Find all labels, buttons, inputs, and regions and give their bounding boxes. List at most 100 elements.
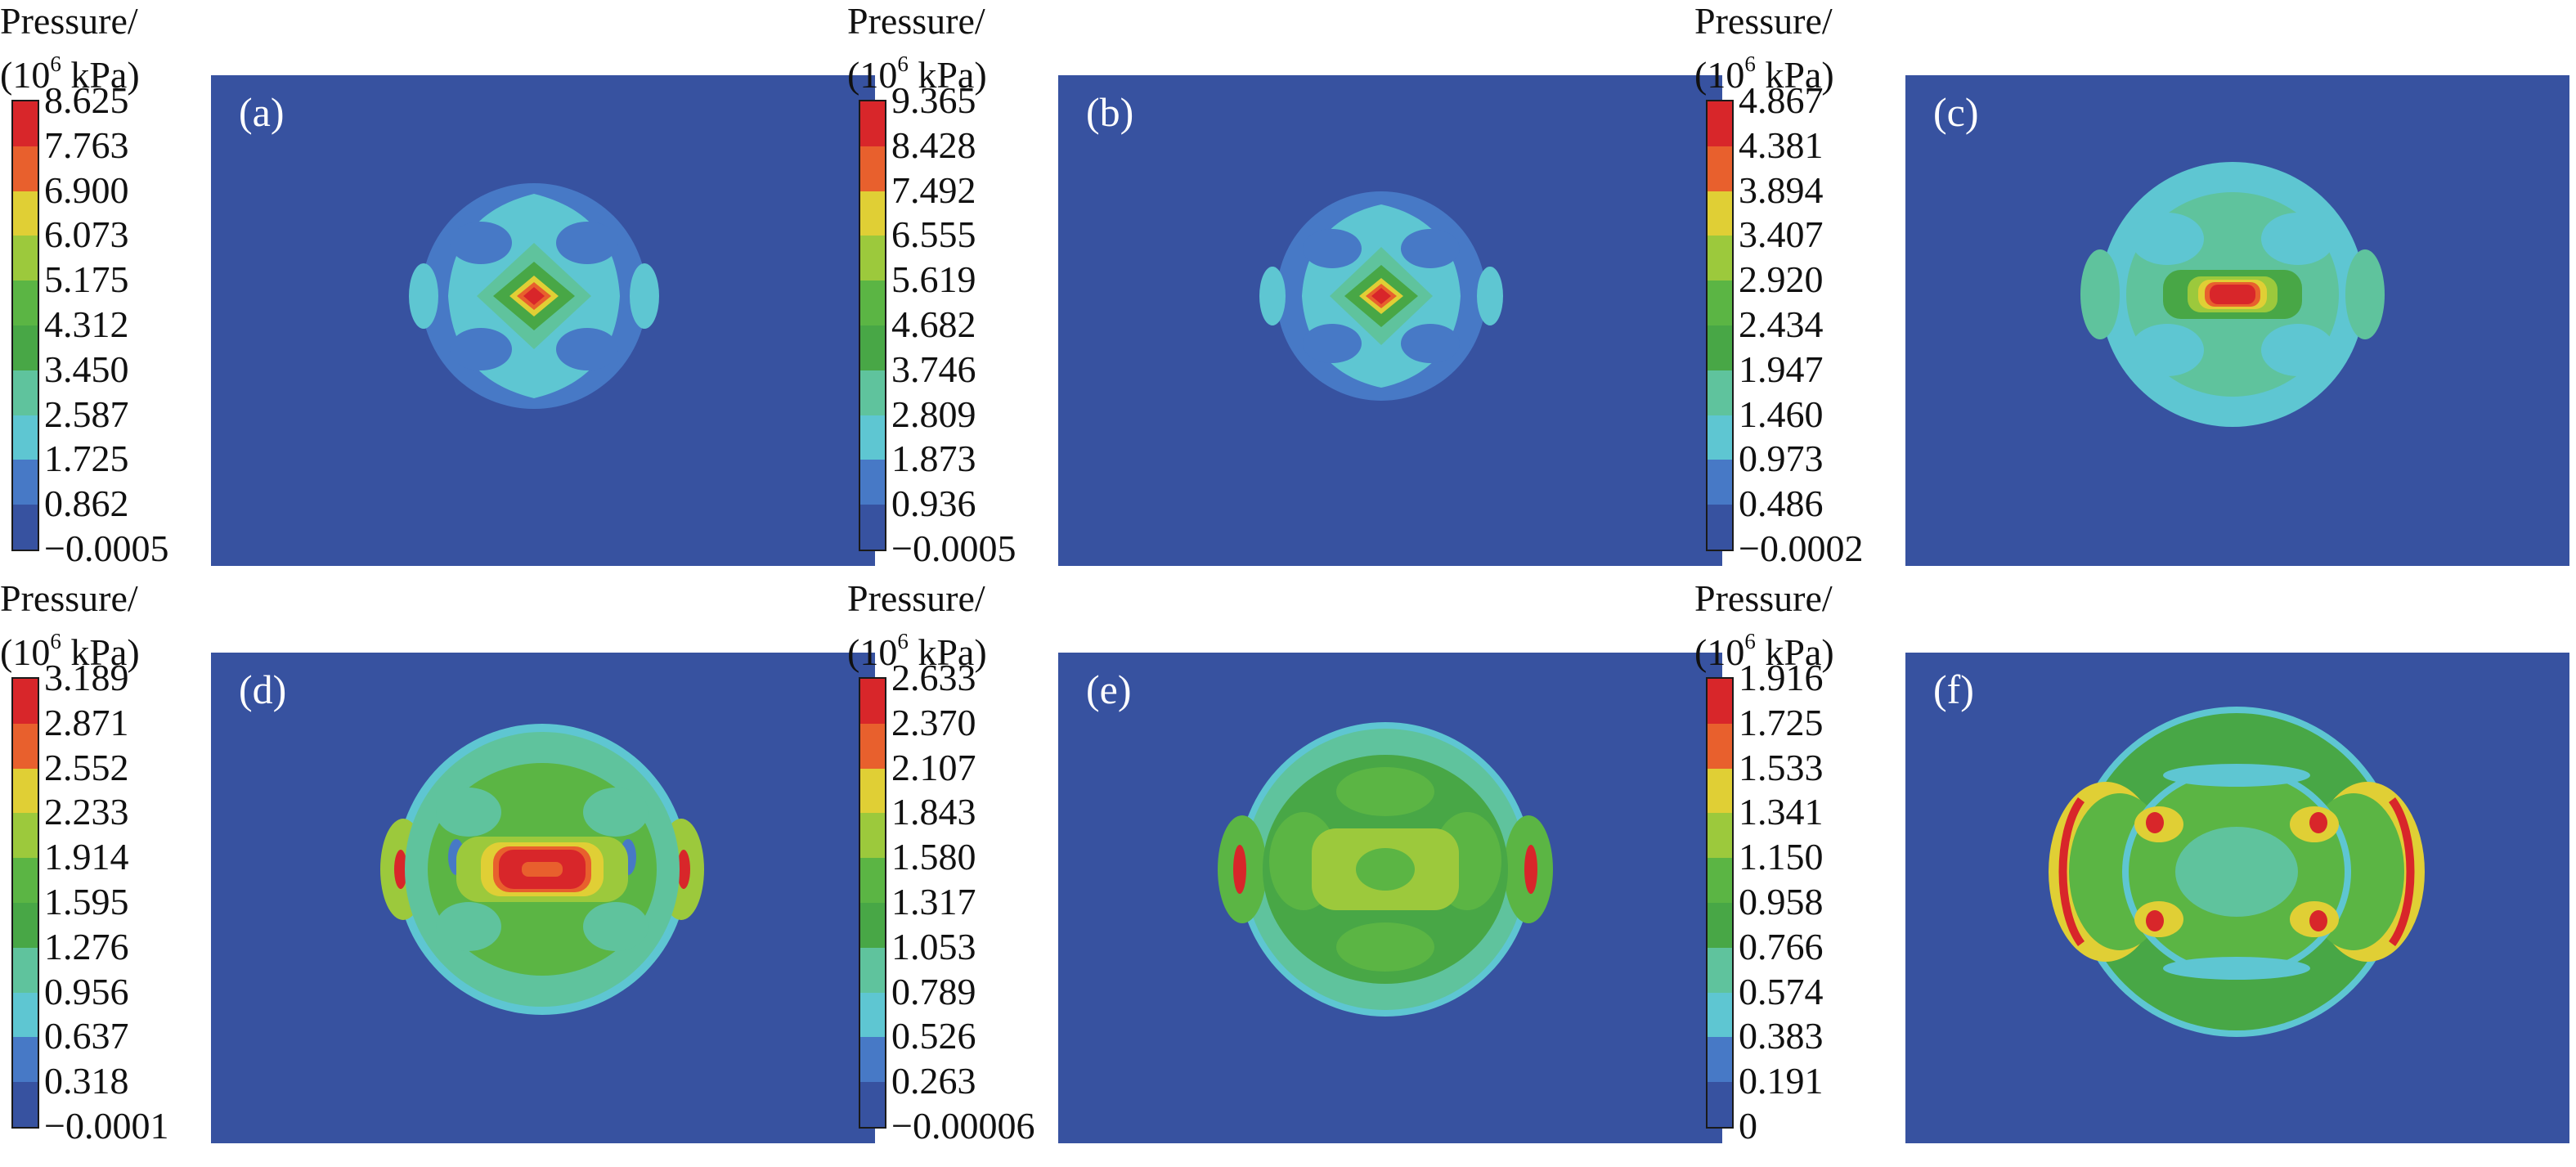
- colorbar-tick-label: 2.633: [891, 657, 976, 698]
- colorbar-tick-label: 0: [1739, 1105, 1757, 1147]
- colorbar-tick-label: 2.587: [44, 393, 129, 435]
- colorbar-segment: [1708, 281, 1732, 326]
- legend-title-base: (10: [0, 54, 51, 96]
- legend-title-line1: Pressure/: [847, 0, 985, 42]
- colorbar-tick-label: 2.434: [1739, 303, 1824, 345]
- colorbar-segment: [1708, 813, 1732, 859]
- colorbar-tick-label: 5.175: [44, 258, 129, 301]
- colorbar-tick-label: 1.533: [1739, 746, 1824, 788]
- colorbar-tick-label: 6.555: [891, 213, 976, 256]
- colorbar-tick-label: 1.843: [891, 791, 976, 833]
- colorbar-tick-label: 1.947: [1739, 348, 1824, 390]
- colorbar-segment: [860, 505, 885, 550]
- legend-title-line1: Pressure/: [0, 0, 138, 42]
- panel-label: (f): [1933, 667, 1974, 712]
- colorbar-segment: [13, 325, 38, 371]
- colorbar-segment: [860, 768, 885, 814]
- colorbar-segment: [860, 679, 885, 725]
- colorbar-segment: [13, 813, 38, 859]
- colorbar-tick-label: 3.746: [891, 348, 976, 390]
- colorbar: [11, 677, 39, 1129]
- colorbar-segment: [13, 903, 38, 949]
- legend-title-exponent: 6: [1744, 52, 1756, 76]
- contour-plot: (d): [211, 653, 875, 1143]
- colorbar-segment: [860, 947, 885, 994]
- colorbar-segment: [860, 813, 885, 859]
- colorbar-segment: [860, 101, 885, 147]
- colorbar-segment: [1708, 858, 1732, 904]
- colorbar-segment: [13, 679, 38, 725]
- colorbar-segment: [13, 101, 38, 147]
- legend-title-line1: Pressure/: [1694, 577, 1833, 619]
- colorbar-tick-label: 2.920: [1739, 258, 1824, 301]
- colorbar-segment: [1708, 415, 1732, 460]
- legend-title-unit: kPa): [61, 631, 140, 673]
- colorbar-tick-label: −0.0002: [1739, 527, 1864, 569]
- colorbar-tick-label: 2.107: [891, 746, 976, 788]
- colorbar-segment: [13, 281, 38, 326]
- colorbar-segment: [860, 191, 885, 236]
- colorbar-tick-label: 7.763: [44, 123, 129, 166]
- colorbar-tick-label: 0.958: [1739, 881, 1824, 922]
- colorbar: [1706, 100, 1734, 551]
- colorbar-segment: [13, 370, 38, 416]
- colorbar-tick-label: 2.552: [44, 746, 129, 788]
- colorbar-tick-label: 1.460: [1739, 393, 1824, 435]
- colorbar-segment: [860, 992, 885, 1038]
- panel-label: (b): [1086, 89, 1134, 135]
- legend-title: Pressure/ (106 kPa): [0, 577, 140, 674]
- contour-plot: (c): [1905, 75, 2569, 566]
- colorbar-segment: [1708, 191, 1732, 236]
- legend-title-base: (10: [847, 54, 898, 96]
- colorbar-tick-label: 7.492: [891, 168, 976, 211]
- colorbar-tick-label: 1.276: [44, 925, 129, 967]
- legend-title: Pressure/ (106 kPa): [1694, 577, 1834, 674]
- colorbar-segment: [860, 370, 885, 416]
- colorbar-tick-label: 0.637: [44, 1015, 129, 1057]
- colorbar-tick-label: 9.365: [891, 79, 976, 121]
- colorbar: [11, 100, 39, 551]
- colorbar-tick-label: 1.595: [44, 881, 129, 922]
- colorbar-segment: [13, 415, 38, 460]
- colorbar-tick-label: 4.381: [1739, 123, 1824, 166]
- colorbar-tick-label: 0.486: [1739, 483, 1824, 525]
- colorbar-tick-label: 2.370: [891, 701, 976, 743]
- panel-label: (a): [239, 89, 285, 135]
- colorbar-tick-label: 0.191: [1739, 1060, 1824, 1102]
- colorbar-segment: [860, 903, 885, 949]
- colorbar-tick-label: 0.862: [44, 483, 129, 525]
- legend-title-exponent: 6: [1744, 629, 1756, 653]
- colorbar-segment: [13, 768, 38, 814]
- legend-title: Pressure/ (106 kPa): [1694, 0, 1834, 97]
- colorbar-tick-label: −0.0005: [891, 527, 1016, 569]
- colorbar-tick-label: 0.766: [1739, 925, 1824, 967]
- legend-title-unit: kPa): [1755, 631, 1834, 673]
- colorbar-tick-label: 6.073: [44, 213, 129, 256]
- colorbar-segment: [1708, 1082, 1732, 1128]
- colorbar-segment: [13, 858, 38, 904]
- colorbar-tick-label: 1.914: [44, 836, 129, 878]
- colorbar-segment: [1708, 1037, 1732, 1083]
- colorbar-segment: [860, 723, 885, 770]
- colorbar-segment: [13, 236, 38, 281]
- colorbar-tick-label: 3.894: [1739, 168, 1824, 211]
- colorbar-tick-label: 0.263: [891, 1060, 976, 1102]
- legend-title-base: (10: [847, 631, 898, 673]
- colorbar-tick-label: 4.312: [44, 303, 129, 345]
- colorbar-tick-label: 1.580: [891, 836, 976, 878]
- colorbar-tick-label: 1.873: [891, 438, 976, 480]
- legend-title-exponent: 6: [50, 629, 61, 653]
- colorbar-tick-label: 8.625: [44, 79, 129, 121]
- colorbar-tick-label: −0.00006: [891, 1105, 1035, 1147]
- colorbar-tick-label: 3.450: [44, 348, 129, 390]
- panel-label: (d): [239, 667, 287, 712]
- colorbar-segment: [860, 858, 885, 904]
- contour-plot: (b): [1058, 75, 1722, 566]
- colorbar-tick-label: 5.619: [891, 258, 976, 301]
- colorbar-tick-label: 2.871: [44, 701, 129, 743]
- colorbar-tick-label: 8.428: [891, 123, 976, 166]
- colorbar-tick-label: 4.867: [1739, 79, 1824, 121]
- colorbar-tick-label: 1.916: [1739, 657, 1824, 698]
- colorbar-segment: [1708, 236, 1732, 281]
- legend-title-unit: kPa): [61, 54, 140, 96]
